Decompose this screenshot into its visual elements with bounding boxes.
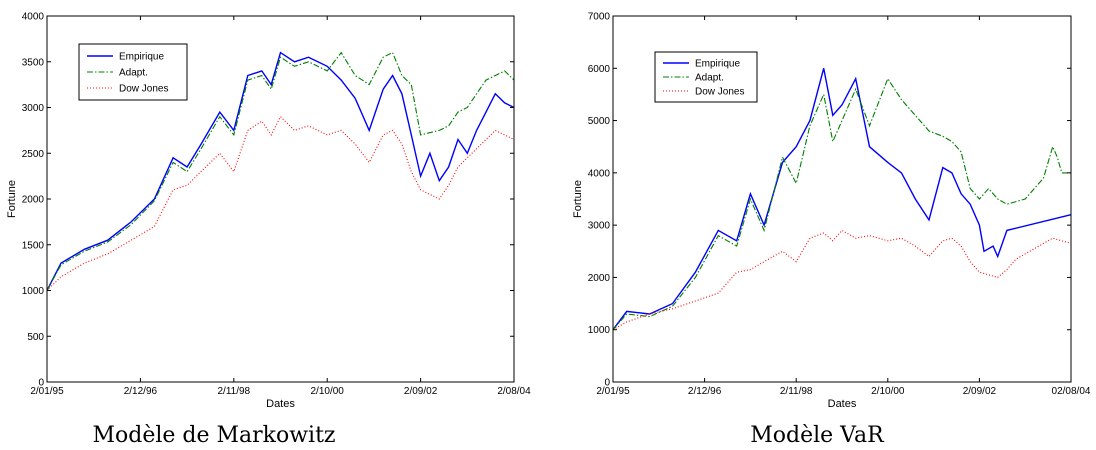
y-tick-label: 2500 [22,149,45,160]
chart-caption: Modèle de Markowitz [92,423,335,448]
series-line-empirique [46,51,515,291]
y-tick-label: 1000 [588,325,611,336]
legend: Empirique Adapt. Dow Jones [654,51,758,103]
legend-label: Dow Jones [119,84,168,95]
y-tick-label: 0 [38,378,44,389]
legend-label: Empirique [695,59,740,70]
x-tick-label: 2/09/02 [404,386,438,397]
y-tick-label: 4000 [588,168,611,179]
x-tick-label: 02/08/04 [1052,386,1091,397]
x-tick-label: 2/11/98 [780,386,813,397]
y-tick-label: 7000 [588,12,611,23]
y-tick-label: 3500 [22,57,45,68]
plot-area-frame [612,15,1072,383]
legend-label: Dow Jones [695,87,744,98]
y-tick-label: 1000 [22,286,45,297]
series-line-adapt [612,77,1071,331]
series-line-adapt [46,51,515,291]
x-tick-label: 2/08/04 [497,386,531,397]
x-axis-label: Dates [266,398,295,410]
y-axis-label: Fortune [6,180,18,218]
series-line-empirique [612,68,1072,331]
y-tick-label: 5000 [588,116,611,127]
y-tick-label: 500 [27,332,44,343]
y-tick-label: 2000 [588,273,611,284]
legend-box [78,43,188,101]
x-tick-label: 2/12/96 [124,386,158,397]
legend-label: Adapt. [695,73,724,84]
y-tick-label: 4000 [22,12,45,23]
y-tick-label: 6000 [588,64,611,75]
x-tick-label: 2/01/95 [596,386,630,397]
chart-caption: Modèle VaR [750,423,885,448]
series-line-dow-jones [46,115,515,291]
series-line-dow-jones [612,229,1072,331]
legend: Empirique Adapt. Dow Jones [78,43,188,101]
y-tick-label: 1500 [22,240,45,251]
legend-label: Empirique [119,52,164,63]
x-tick-label: 2/10/00 [311,386,345,397]
y-tick-label: 3000 [588,221,611,232]
x-tick-label: 2/09/02 [963,386,997,397]
x-tick-label: 2/01/95 [30,386,64,397]
y-tick-label: 3000 [22,103,45,114]
y-axis-label: Fortune [572,180,584,218]
y-tick-label: 0 [604,378,610,389]
legend-label: Adapt. [119,68,148,79]
y-tick-label: 2000 [22,195,45,206]
x-tick-label: 2/10/00 [871,386,905,397]
chart-2: 0 1000 2000 3000 4000 5000 6000 7000 2/01/95 2/12… [572,12,1091,449]
x-tick-label: 2/12/96 [688,386,722,397]
x-axis-label: Dates [828,398,857,410]
x-tick-label: 2/11/98 [217,386,250,397]
chart-1: 0 500 1000 1500 2000 2500 3000 3500 4000 2/01/95 2… [6,12,531,449]
